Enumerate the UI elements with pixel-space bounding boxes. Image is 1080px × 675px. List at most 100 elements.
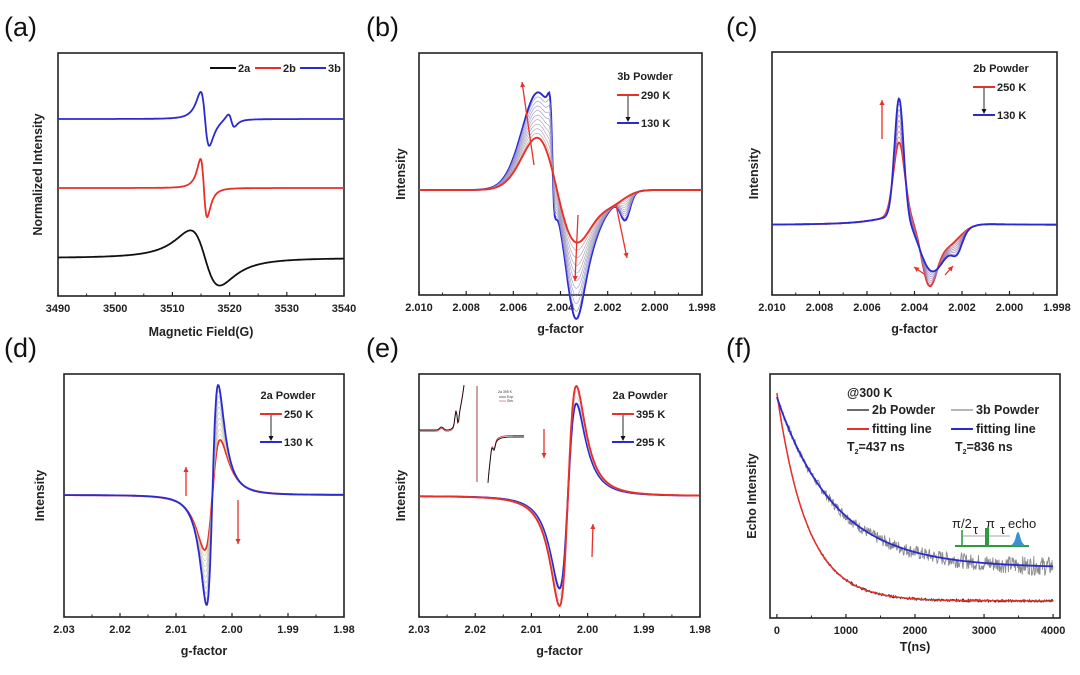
inset-legend-sim: Sim. <box>507 399 514 403</box>
trend-arrow-trough-head <box>572 275 578 281</box>
series-line-130K <box>772 97 1057 273</box>
inset-exp-line-left <box>419 384 465 431</box>
x-tick-label: 3000 <box>972 625 996 637</box>
y-axis-label: Echo Intensity <box>745 453 759 538</box>
x-tick-label: 2.03 <box>408 624 429 636</box>
trend-arrow-peak <box>521 81 535 166</box>
legend-label-2: fitting line <box>872 422 932 436</box>
x-tick-label: 1.998 <box>1043 302 1071 314</box>
trend-arrow-trough <box>591 523 594 558</box>
x-axis-label: g-factor <box>181 644 228 658</box>
legend-label-high-temp: 250 K <box>997 82 1026 94</box>
x-tick-label: 2.01 <box>165 624 186 636</box>
legend-arrow-head <box>981 109 987 114</box>
x-tick-label: 2.010 <box>405 302 433 314</box>
trend-arrow-trough-right-head <box>947 266 953 272</box>
panel-c-chart: 2.010 2.008 2.006 2.004 2.002 2.000 1.998 g-fac… <box>747 51 1071 336</box>
pulse-pi <box>985 528 989 546</box>
panel-f-chart: T(ns) Echo Intensity 0 1000 2000 3000 4000 @300… <box>745 373 1065 654</box>
panel-label-b: (b) <box>366 12 399 42</box>
x-tick-label: 3500 <box>103 303 127 315</box>
fit-line-3b <box>776 396 1054 568</box>
panel-label-f: (f) <box>726 333 751 363</box>
t2-subscript: 2 <box>855 449 859 456</box>
t2-value: =836 ns <box>967 440 1013 454</box>
x-tick-label: 2.006 <box>500 302 528 314</box>
x-tick-label: 2.000 <box>996 302 1024 314</box>
trend-arrow-peak-head <box>541 453 547 458</box>
x-tick-label: 2000 <box>903 625 927 637</box>
x-tick-label: 2.000 <box>641 302 669 314</box>
inset-title: 2a 395 K <box>498 390 513 394</box>
series-line-intermediate <box>772 131 1057 283</box>
legend-title: 2a Powder <box>612 390 668 402</box>
y-axis-label: Intensity <box>394 148 408 199</box>
legend-label-3: fitting line <box>976 422 1036 436</box>
legend-label-high-temp: 250 K <box>284 409 313 421</box>
series-line-intermediate <box>419 123 702 266</box>
legend-title: 2a Powder <box>260 390 316 402</box>
pulse-sequence-diagram: π/2 τ π τ echo <box>952 516 1036 547</box>
echo-shape <box>1008 532 1028 546</box>
t2-prefix: T <box>847 440 855 454</box>
series-line-intermediate <box>419 114 702 282</box>
legend-label-2b: 2b <box>283 63 296 75</box>
panel-label-a: (a) <box>4 12 37 42</box>
series-line-3b <box>58 91 344 147</box>
legend-label-high-temp: 290 K <box>641 90 670 102</box>
legend-label-3b: 3b <box>328 63 341 75</box>
fit-line-2b <box>776 392 1054 602</box>
trend-arrow-trough-head <box>590 524 596 530</box>
x-axis-label: T(ns) <box>900 640 931 654</box>
x-tick-label: 4000 <box>1041 625 1065 637</box>
legend-label-high-temp: 395 K <box>636 409 665 421</box>
series-line-250K <box>772 141 1057 288</box>
series-line-intermediate <box>419 119 702 274</box>
y-axis-label: Intensity <box>394 470 408 521</box>
y-axis-label: Intensity <box>33 470 47 521</box>
x-tick-label: 1.98 <box>333 624 354 636</box>
legend-label-low-temp: 130 K <box>284 437 313 449</box>
x-tick-label: 2.00 <box>221 624 242 636</box>
x-tick-label: 2.01 <box>521 624 542 636</box>
pulse-label-pi-half: π/2 <box>952 516 972 531</box>
series-line-intermediate <box>772 125 1057 281</box>
pulse-label-echo: echo <box>1008 516 1036 531</box>
x-tick-label: 2.02 <box>464 624 485 636</box>
t2-subscript: 2 <box>963 449 967 456</box>
y-axis-label: Intensity <box>747 148 761 199</box>
x-tick-label: 3490 <box>46 303 70 315</box>
trend-arrow-trough-head <box>235 539 241 544</box>
series-line-intermediate <box>772 103 1057 274</box>
x-tick-label: 2.004 <box>547 302 575 314</box>
x-tick-label: 3540 <box>332 303 356 315</box>
inset-sim-line-left <box>419 386 465 432</box>
x-tick-label: 3520 <box>217 303 241 315</box>
inset-sim-line-right <box>487 435 524 482</box>
trend-arrow-peak-head <box>183 467 189 472</box>
panel-a-chart: 3490 3500 3510 3520 3530 3540 Magnetic Field(G… <box>31 52 356 339</box>
x-tick-label: 1.99 <box>633 624 654 636</box>
x-axis-label: Magnetic Field(G) <box>149 325 254 339</box>
x-tick-label: 3530 <box>275 303 299 315</box>
panel-label-c: (c) <box>726 12 757 42</box>
x-tick-label: 3510 <box>160 303 184 315</box>
legend-label-2a: 2a <box>238 63 251 75</box>
legend-label-low-temp: 130 K <box>997 110 1026 122</box>
series-line-130K <box>64 383 344 607</box>
trend-arrow-peak-head <box>879 100 885 105</box>
panel-d-chart: 2.03 2.02 2.01 2.00 1.99 1.98 g-factor Intensit… <box>33 373 355 658</box>
pulse-label-tau-2: τ <box>1000 522 1006 537</box>
legend-title: 2b Powder <box>973 63 1029 75</box>
trend-arrow-peak-head <box>520 82 526 88</box>
pulse-label-pi: π <box>986 516 995 531</box>
x-axis-label: g-factor <box>537 322 584 336</box>
series-line-3b-powder <box>776 396 1054 576</box>
inset-legend-exp: Exp. <box>507 395 514 399</box>
x-axis-label: g-factor <box>536 644 583 658</box>
x-tick-label: 0 <box>774 625 780 637</box>
series-line-2b <box>58 157 344 219</box>
series-line-intermediate <box>772 114 1057 278</box>
